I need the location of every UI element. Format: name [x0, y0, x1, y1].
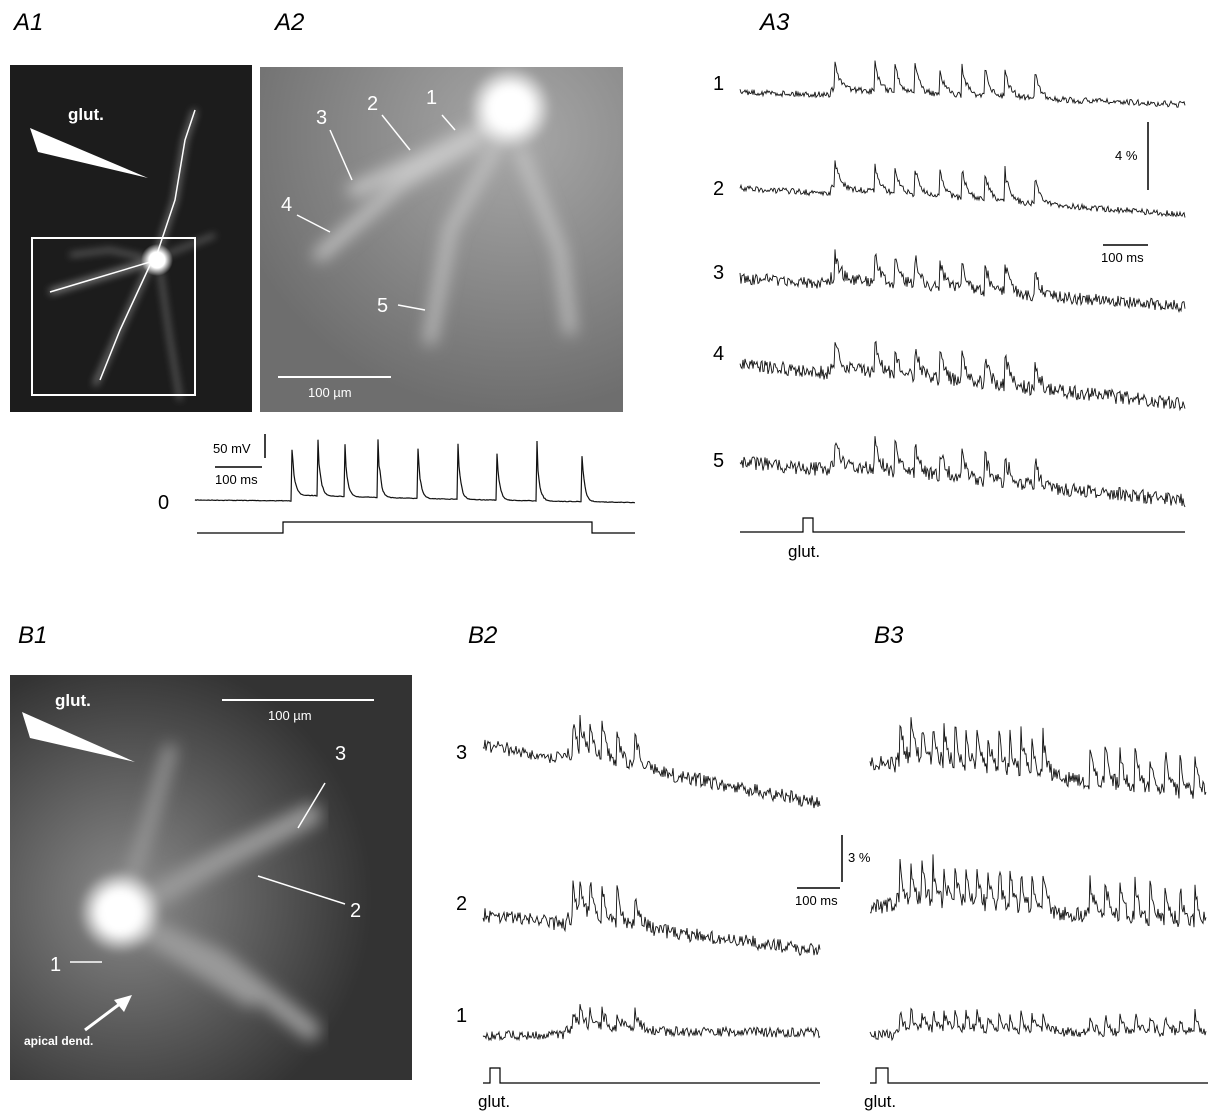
micrograph-a1: glut. — [10, 65, 252, 412]
panel-label: A1 — [12, 9, 43, 36]
site-label: 3 — [335, 743, 346, 765]
site-label: 5 — [377, 295, 388, 317]
voltage-panel: 50 mV 100 ms 0 — [158, 434, 635, 533]
pipette-label: glut. — [55, 691, 91, 710]
scale-label: 50 mV — [213, 441, 251, 456]
stimulus-label: glut. — [478, 1092, 510, 1111]
trace — [740, 61, 1185, 108]
a3-labels: 1 2 3 4 5 — [713, 73, 724, 472]
scale-label: 4 % — [1115, 148, 1138, 163]
trace-label: 4 — [713, 343, 724, 365]
trace-label: 3 — [713, 262, 724, 284]
stimulus-trace — [483, 1068, 820, 1083]
site-label: 2 — [367, 93, 378, 115]
scale-label: 100 ms — [215, 472, 258, 487]
trace-label: 0 — [158, 492, 169, 514]
panel-label: B2 — [468, 622, 497, 649]
site-label: 1 — [426, 87, 437, 109]
arrow-label: apical dend. — [24, 1034, 93, 1048]
panel-label: B3 — [874, 622, 904, 649]
site-label: 1 — [50, 954, 61, 976]
trace — [870, 1009, 1206, 1040]
trace-label: 2 — [713, 178, 724, 200]
panel-label: A2 — [273, 9, 304, 36]
micrograph-a2: 1 2 3 4 5 100 µm — [260, 66, 623, 412]
trace — [195, 439, 635, 502]
trace — [740, 342, 1185, 410]
stimulus-trace — [740, 518, 1185, 532]
site-label: 4 — [281, 194, 292, 216]
micrograph-b1: 100 µm glut. 3 2 1 apical dend. — [10, 675, 412, 1080]
trace — [740, 436, 1185, 507]
scale-label: 100 ms — [1101, 250, 1144, 265]
stimulus-trace — [870, 1068, 1208, 1083]
trace-label: 3 — [456, 742, 467, 764]
trace — [870, 854, 1206, 927]
trace-label: 5 — [713, 450, 724, 472]
page: {"panels":{ "A1":{"label":"A1","pipette_… — [0, 0, 1208, 1113]
panel-label: A3 — [758, 9, 790, 36]
trace — [483, 881, 820, 956]
scale-label: 100 µm — [268, 708, 312, 723]
site-label: 3 — [316, 107, 327, 129]
panel-label: B1 — [18, 622, 47, 649]
trace-label: 1 — [456, 1005, 467, 1027]
trace-label: 1 — [713, 73, 724, 95]
trace-label: 2 — [456, 893, 467, 915]
trace — [740, 160, 1185, 217]
trace — [483, 1004, 820, 1040]
scale-label: 100 ms — [795, 893, 838, 908]
scale-label: 100 µm — [308, 385, 352, 400]
trace — [483, 715, 820, 808]
scale-label: 3 % — [848, 850, 871, 865]
stimulus-label: glut. — [788, 542, 820, 561]
trace — [870, 717, 1206, 799]
figure: A1 A2 A3 B1 B2 B3 glut. 1 2 3 4 5 100 µm… — [0, 0, 1208, 1113]
pipette-label: glut. — [68, 105, 104, 124]
stimulus-label: glut. — [864, 1092, 896, 1111]
site-label: 2 — [350, 900, 361, 922]
